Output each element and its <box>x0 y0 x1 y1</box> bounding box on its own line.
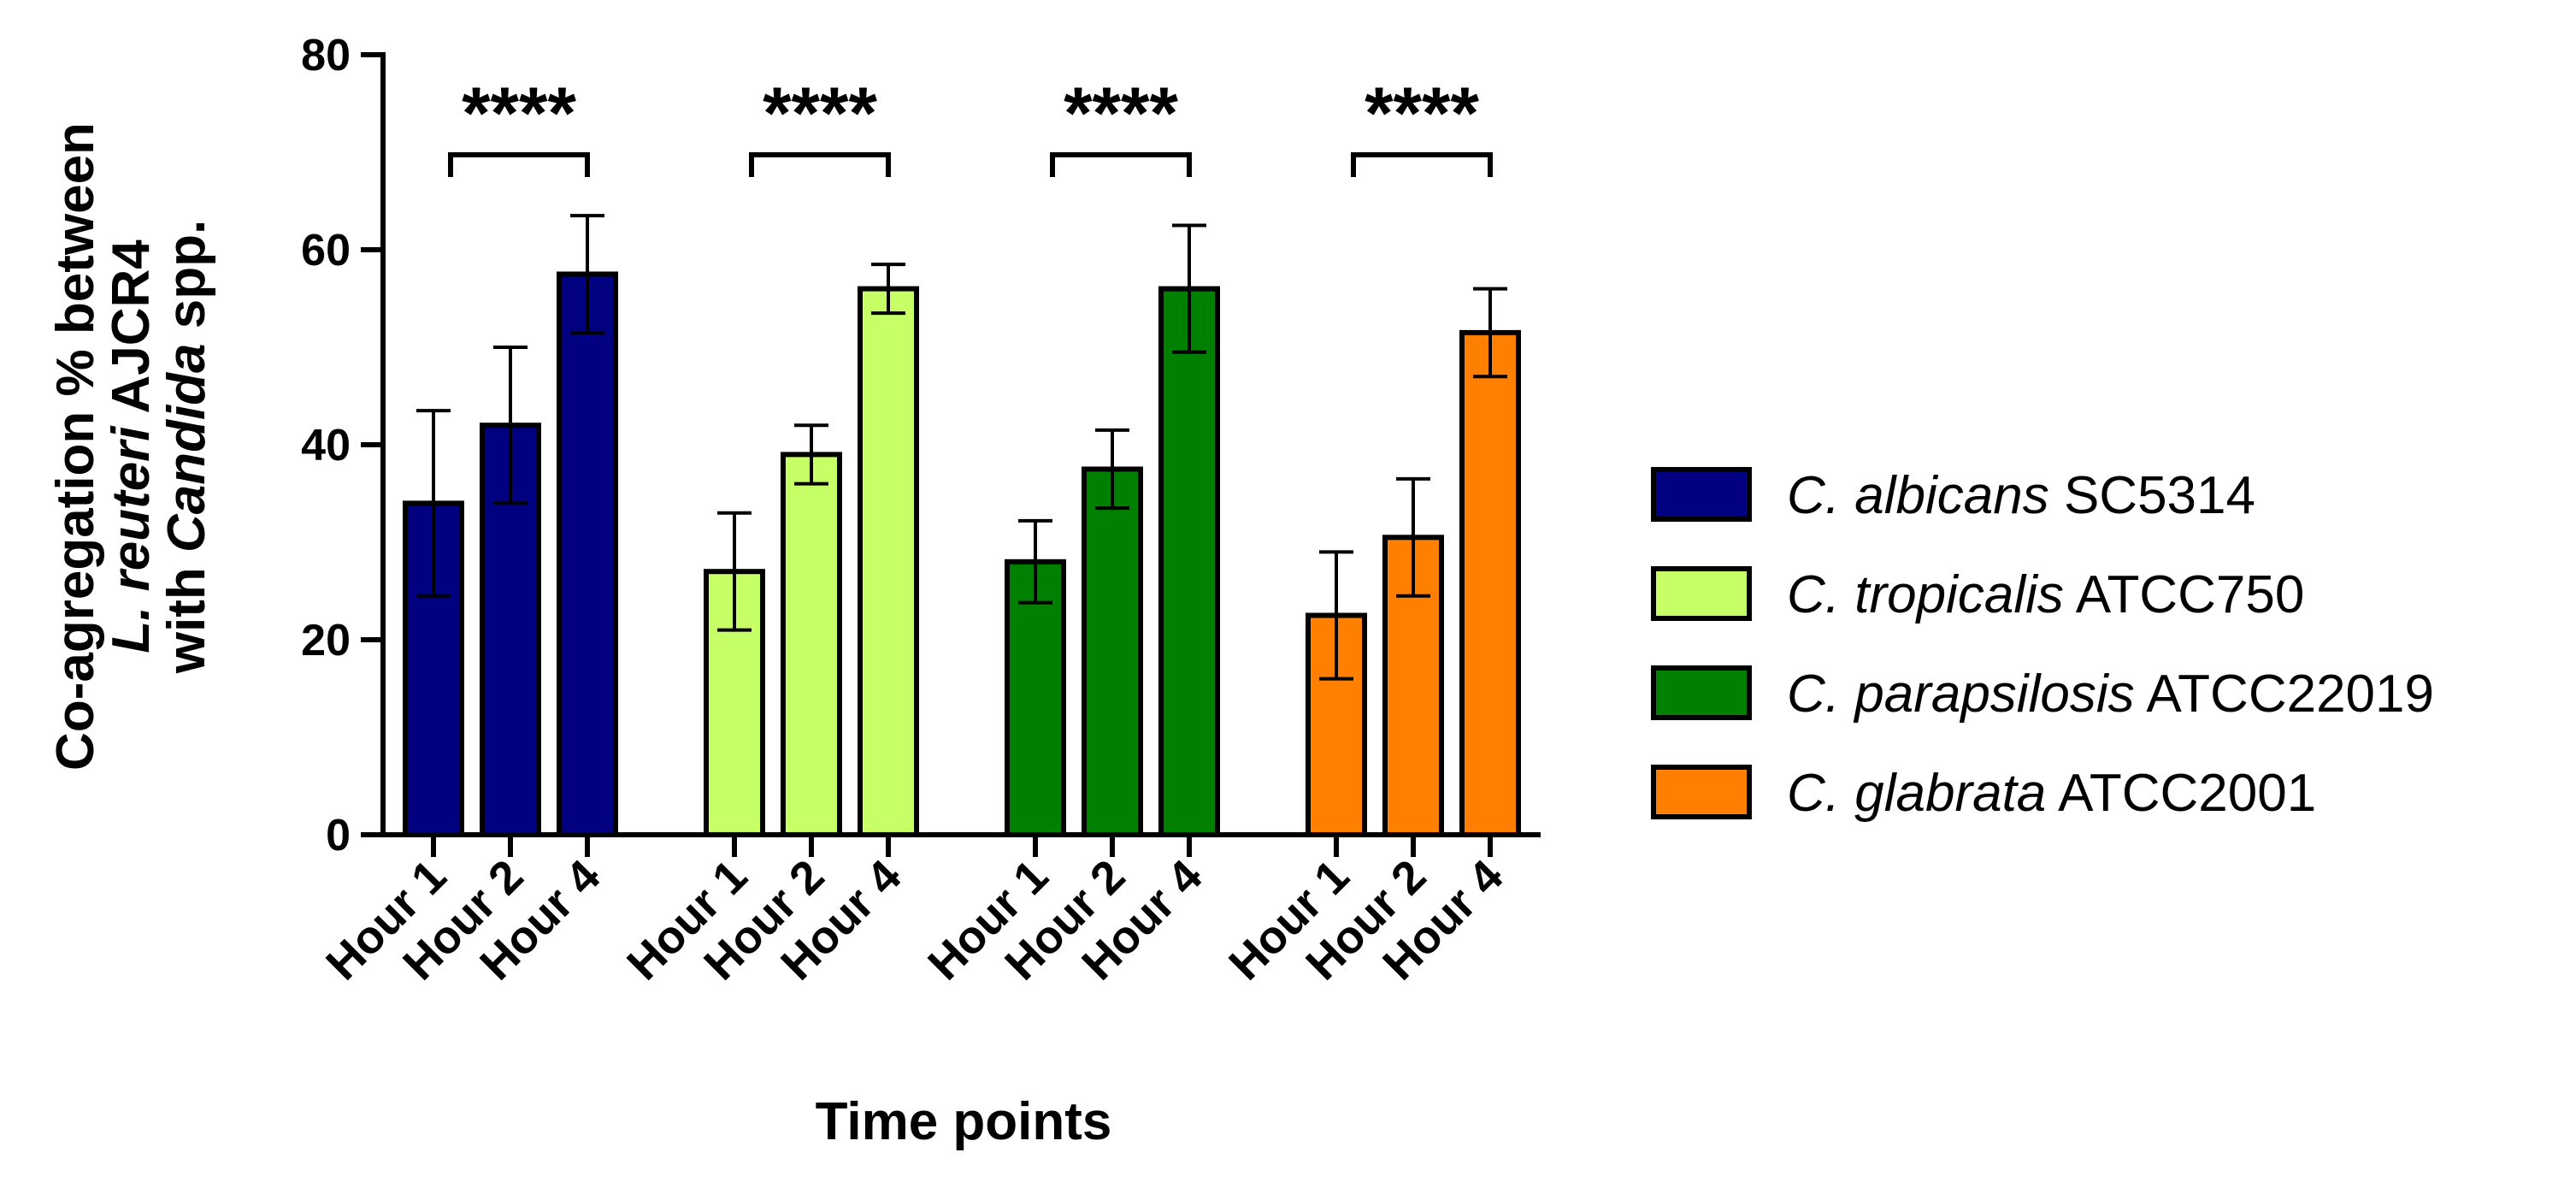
bar <box>1005 559 1066 837</box>
legend-swatch <box>1651 665 1752 720</box>
y-axis-label-part: with <box>157 553 216 674</box>
legend-strain: ATCC22019 <box>2146 665 2434 724</box>
y-axis-label: Co-agregation % betweenL. reuteri AJCR4 w… <box>46 122 216 771</box>
bar <box>557 271 618 837</box>
significance-label: **** <box>462 73 576 155</box>
significance-markers: **** **** **** **** <box>448 73 1493 177</box>
bar <box>1158 286 1220 838</box>
significance-bracket <box>1050 152 1192 177</box>
legend-label: C. tropicalis ATCC750 <box>1787 565 2304 624</box>
x-axis-label: Time points <box>816 1092 1112 1151</box>
y-tick-label: 60 <box>301 226 351 275</box>
significance-label: **** <box>1064 73 1178 155</box>
bar <box>1082 466 1143 837</box>
significance-bracket <box>448 152 590 177</box>
bar <box>1459 329 1521 837</box>
y-tick-label: 80 <box>301 31 351 80</box>
bars <box>403 214 1521 838</box>
legend-swatch <box>1651 467 1752 522</box>
legend-strain: ATCC750 <box>2076 565 2305 624</box>
legend-swatch <box>1651 765 1752 819</box>
y-axis-label-part: L. reuteri <box>102 425 161 653</box>
legend-label: C. parapsilosis ATCC22019 <box>1787 665 2434 724</box>
y-tick-label: 0 <box>326 811 351 860</box>
legend-species: C. parapsilosis <box>1787 665 2135 724</box>
legend-species: C. albicans <box>1787 466 2049 525</box>
legend-label: C. albicans SC5314 <box>1787 466 2255 525</box>
bar <box>781 452 842 838</box>
y-axis-label-part: Candida <box>157 343 216 553</box>
legend-species: C. glabrata <box>1787 764 2046 823</box>
legend-strain: SC5314 <box>2064 466 2255 525</box>
significance-bracket <box>1351 152 1493 177</box>
y-tick-label: 20 <box>301 616 351 665</box>
legend-strain: ATCC2001 <box>2058 764 2316 823</box>
y-axis-label-part: spp. <box>157 220 216 344</box>
y-axis-label-part: Co-agregation % between <box>46 122 105 771</box>
significance-label: **** <box>763 73 877 155</box>
y-axis: 0 20 40 60 80 <box>301 31 386 860</box>
legend-species: C. tropicalis <box>1787 565 2064 624</box>
significance-label: **** <box>1365 73 1479 155</box>
y-axis-label-part: AJCR4 <box>102 239 161 427</box>
legend-swatch <box>1651 566 1752 621</box>
significance-bracket <box>749 152 891 177</box>
y-tick-label: 40 <box>301 421 351 470</box>
bar <box>858 286 919 838</box>
legend-label: C. glabrata ATCC2001 <box>1787 764 2316 823</box>
x-axis <box>380 832 1541 857</box>
